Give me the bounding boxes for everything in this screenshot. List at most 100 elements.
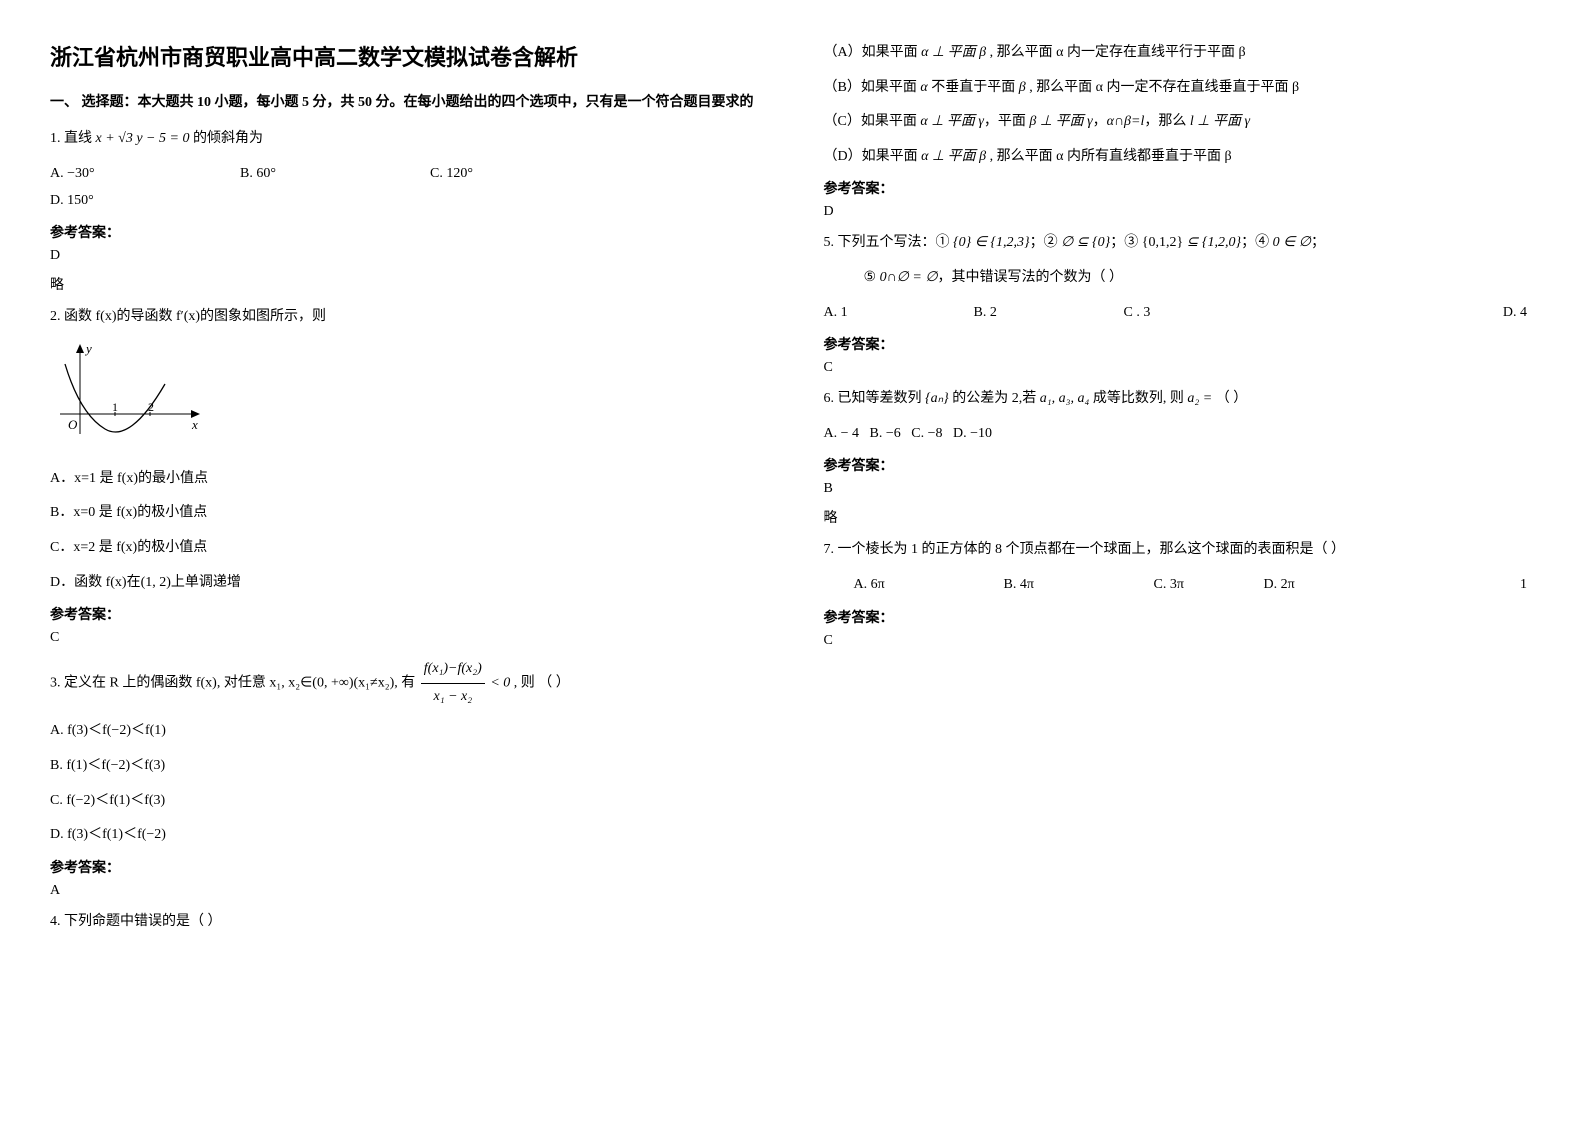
q6-opt-c: C. −8 bbox=[911, 426, 942, 441]
q3-text-post: , 则 （ ） bbox=[514, 675, 570, 690]
q7-opt-b: B. 4π bbox=[1004, 572, 1144, 599]
q5-opt-c: C . 3 bbox=[1124, 300, 1264, 327]
q5-m2: ；③ {0,1,2} bbox=[1110, 235, 1186, 250]
graph-tick-2: 2 bbox=[148, 400, 154, 414]
q4b-mid: α bbox=[920, 80, 927, 95]
q4b-pre: （B）如果平面 bbox=[824, 80, 921, 95]
q1-options: A. −30° B. 60° C. 120° D. 150° bbox=[50, 161, 764, 214]
q6-mid: 的公差为 2,若 bbox=[949, 391, 1040, 406]
q4b-post: , 那么平面 α 内一定不存在直线垂直于平面 β bbox=[1026, 80, 1299, 95]
section-1-head: 一、 选择题：本大题共 10 小题，每小题 5 分，共 50 分。在每小题给出的… bbox=[50, 92, 764, 114]
q5-opt-d: D. 4 bbox=[1503, 300, 1527, 327]
q1-note: 略 bbox=[50, 274, 764, 294]
q3-frac-num: f(x₁)−f(x₂) bbox=[421, 656, 485, 684]
q4d-mid: α ⊥ 平面 β bbox=[921, 149, 986, 164]
q7-ans: C bbox=[824, 633, 1538, 649]
graph-y-label: y bbox=[84, 341, 92, 356]
q1-text-pre: 1. 直线 bbox=[50, 131, 96, 146]
question-7: 7. 一个棱长为 1 的正方体的 8 个顶点都在一个球面上，那么这个球面的表面积… bbox=[824, 537, 1538, 564]
q5-options: A. 1 B. 2 C . 3 D. 4 bbox=[824, 300, 1538, 327]
q5-f1: {0} ∈ {1,2,3} bbox=[953, 235, 1030, 250]
q6-terms: a₁, a₃, a₄ bbox=[1040, 391, 1090, 406]
q3-opt-a: A. f(3)＜f(−2)＜f(1) bbox=[50, 718, 764, 745]
q6-note: 略 bbox=[824, 507, 1538, 527]
q4c-f4: l ⊥ 平面 γ bbox=[1190, 114, 1250, 129]
q4a-pre: （A）如果平面 bbox=[824, 45, 922, 60]
q5-opt-a: A. 1 bbox=[824, 300, 964, 327]
q6-a2: a₂ = bbox=[1187, 391, 1212, 406]
q6-ans-head: 参考答案： bbox=[824, 455, 1538, 475]
q6-opt-a: A. − 4 bbox=[824, 426, 860, 441]
q5-m4: ； bbox=[1311, 235, 1325, 250]
q5-m3: ；④ bbox=[1241, 235, 1273, 250]
q2-opt-c: C．x=2 是 f(x)的极小值点 bbox=[50, 535, 764, 562]
q4-ans: D bbox=[824, 204, 1538, 220]
q5-l2-pre: ⑤ bbox=[864, 270, 880, 285]
q4-ans-head: 参考答案： bbox=[824, 178, 1538, 198]
q6-opt-d: D. −10 bbox=[953, 426, 992, 441]
q4c-m2: ， bbox=[1093, 114, 1107, 129]
q3-lt: < 0 bbox=[487, 675, 510, 690]
q1-formula: x + √3 y − 5 = 0 bbox=[96, 131, 190, 146]
q4c-f2: β ⊥ 平面 γ bbox=[1029, 114, 1092, 129]
q6-ans: B bbox=[824, 481, 1538, 497]
q7-opt-c: C. 3π bbox=[1154, 572, 1254, 599]
page-number: 1 bbox=[1520, 572, 1527, 599]
question-5-line2: ⑤ 0∩∅ = ∅，其中错误写法的个数为（ ） bbox=[824, 265, 1538, 292]
q6-options: A. − 4 B. −6 C. −8 D. −10 bbox=[824, 421, 1538, 448]
q4a-post: , 那么平面 α 内一定存在直线平行于平面 β bbox=[986, 45, 1245, 60]
q2-opt-b: B．x=0 是 f(x)的极小值点 bbox=[50, 500, 764, 527]
q4c-f3: α∩β=l bbox=[1107, 114, 1145, 129]
q1-ans: D bbox=[50, 248, 764, 264]
q3-frac: f(x₁)−f(x₂) x₁ − x₂ bbox=[421, 656, 485, 710]
question-4: 4. 下列命题中错误的是（ ） bbox=[50, 909, 764, 936]
graph-x-label: x bbox=[191, 417, 198, 432]
q5-f5: 0∩∅ = ∅ bbox=[880, 270, 938, 285]
q1-opt-c: C. 120° bbox=[430, 161, 610, 188]
q2-opt-a: A．x=1 是 f(x)的最小值点 bbox=[50, 466, 764, 493]
q1-opt-a: A. −30° bbox=[50, 161, 230, 188]
q6-post: 成等比数列, 则 bbox=[1089, 391, 1187, 406]
q4d-post: , 那么平面 α 内所有直线都垂直于平面 β bbox=[986, 149, 1231, 164]
q7-opt-a: A. 6π bbox=[854, 572, 994, 599]
q3-frac-den: x₁ − x₂ bbox=[421, 684, 485, 711]
q2-opt-d: D．函数 f(x)在(1, 2)上单调递增 bbox=[50, 570, 764, 597]
question-6: 6. 已知等差数列 {aₙ} 的公差为 2,若 a₁, a₃, a₄ 成等比数列… bbox=[824, 386, 1538, 413]
q5-ans-head: 参考答案： bbox=[824, 334, 1538, 354]
q4b-mid3: β bbox=[1019, 80, 1026, 95]
q6-blank: （ ） bbox=[1212, 391, 1247, 406]
question-3: 3. 定义在 R 上的偶函数 f(x), 对任意 x₁, x₂∈(0, +∞)(… bbox=[50, 656, 764, 710]
q4c-f1: α ⊥ 平面 γ bbox=[920, 114, 984, 129]
q1-opt-b: B. 60° bbox=[240, 161, 420, 188]
q3-ans: A bbox=[50, 883, 764, 899]
q5-opt-b: B. 2 bbox=[974, 300, 1114, 327]
q4c-pre: （C）如果平面 bbox=[824, 114, 921, 129]
graph-o-label: O bbox=[68, 417, 78, 432]
q3-opt-b: B. f(1)＜f(−2)＜f(3) bbox=[50, 753, 764, 780]
q5-f2: ∅ ⊆ {0} bbox=[1061, 235, 1110, 250]
q6-pre: 6. 已知等差数列 bbox=[824, 391, 926, 406]
q3-text-pre: 3. 定义在 R 上的偶函数 f(x), 对任意 x₁, x₂∈(0, +∞)(… bbox=[50, 675, 419, 690]
q7-options: A. 6π B. 4π C. 3π D. 2π 1 bbox=[824, 572, 1538, 599]
q5-m1: ；② bbox=[1030, 235, 1062, 250]
q2-ans-head: 参考答案： bbox=[50, 604, 764, 624]
question-5: 5. 下列五个写法：① {0} ∈ {1,2,3}；② ∅ ⊆ {0}；③ {0… bbox=[824, 230, 1538, 257]
question-1: 1. 直线 x + √3 y − 5 = 0 的倾斜角为 bbox=[50, 126, 764, 153]
page-title: 浙江省杭州市商贸职业高中高二数学文模拟试卷含解析 bbox=[50, 40, 764, 72]
q4c-m1: ，平面 bbox=[984, 114, 1030, 129]
q7-ans-head: 参考答案： bbox=[824, 607, 1538, 627]
q6-seq: {aₙ} bbox=[925, 391, 949, 406]
q5-pre: 5. 下列五个写法：① bbox=[824, 235, 954, 250]
q1-ans-head: 参考答案： bbox=[50, 222, 764, 242]
graph-tick-1: 1 bbox=[112, 400, 118, 414]
q3-opt-c: C. f(−2)＜f(1)＜f(3) bbox=[50, 788, 764, 815]
q7-opt-d: D. 2π bbox=[1264, 572, 1364, 599]
q3-opt-d: D. f(3)＜f(1)＜f(−2) bbox=[50, 822, 764, 849]
q4b-mid2: 不垂直于平面 bbox=[928, 80, 1019, 95]
q4c-m3: ，那么 bbox=[1144, 114, 1190, 129]
q5-f3: ⊆ {1,2,0} bbox=[1187, 235, 1241, 250]
q2-graph: y x O 1 2 bbox=[50, 339, 764, 454]
q4-opt-a: （A）如果平面 α ⊥ 平面 β , 那么平面 α 内一定存在直线平行于平面 β bbox=[824, 40, 1538, 67]
q5-ans: C bbox=[824, 360, 1538, 376]
q4-opt-c: （C）如果平面 α ⊥ 平面 γ，平面 β ⊥ 平面 γ，α∩β=l，那么 l … bbox=[824, 109, 1538, 136]
